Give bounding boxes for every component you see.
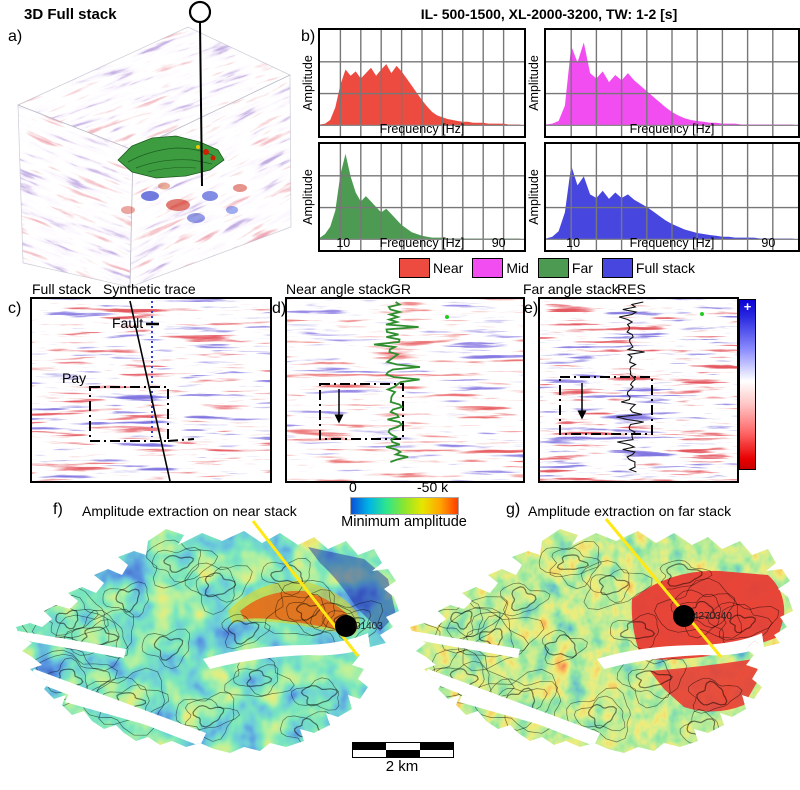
panel-c-section: Fault Pay (30, 297, 272, 483)
legend-item-near: Near (399, 258, 463, 278)
well-dot (335, 615, 357, 637)
pay-zone-box (89, 386, 169, 442)
panel-d-annotations (319, 301, 449, 463)
histogram-far-xlabel: Frequency [Hz] (379, 236, 465, 250)
scale-bar-label: 2 km (385, 758, 419, 775)
histogram-full-ylabel: Amplitude (527, 169, 541, 225)
chaotic-zone (121, 182, 247, 223)
panel-d-letter: d) (272, 300, 287, 317)
scale-bar (352, 742, 454, 758)
histogram-far: Amplitude Frequency [Hz] 10 90 (301, 142, 526, 252)
legend-item-far: Far (537, 258, 593, 278)
panel-b-title: IL- 500-1500, XL-2000-3200, TW: 1-2 [s] (420, 6, 678, 22)
full-swatch (601, 258, 633, 278)
amplitude-colorbar (350, 497, 459, 515)
histogram-far-ylabel: Amplitude (301, 169, 315, 225)
panel-f-letter: f) (53, 501, 63, 518)
histogram-near-xlabel: Frequency [Hz] (379, 122, 465, 136)
legend-item-full: Full stack (601, 258, 696, 278)
green-marker-dot (445, 315, 449, 319)
map-gap (459, 695, 572, 733)
horizon-surface (117, 135, 225, 179)
panel-c-letter: c) (8, 300, 22, 317)
legend-label: Far (571, 260, 593, 276)
well-dot (673, 605, 695, 627)
panel-c-annotations: Fault Pay (62, 300, 195, 481)
tick-90: 90 (491, 236, 506, 250)
panel-e-annotations (559, 301, 704, 473)
map-gap (410, 631, 520, 658)
colorbar-max-label: -50 k (417, 479, 449, 495)
well-marker (188, 0, 212, 187)
far-swatch (537, 258, 569, 278)
panel-b-letter: b) (301, 28, 316, 45)
pay-label: Pay (62, 370, 86, 386)
res-log-label: RES (617, 281, 646, 297)
panel-e-letter: e) (524, 300, 539, 317)
green-marker-dot (700, 312, 704, 316)
map-gap (597, 633, 764, 669)
histogram-mid-ylabel: Amplitude (527, 55, 541, 111)
seismic-colorbar: + (739, 299, 756, 470)
legend-label: Full stack (635, 260, 696, 276)
panel-f-title: Amplitude extraction on near stack (82, 503, 297, 519)
amplitude-colorbar-title: Minimum amplitude (341, 514, 467, 530)
panel-e-title: Far angle stack (523, 281, 619, 297)
stack-legend: Near Mid Far Full stack (399, 258, 704, 278)
histogram-mid: Amplitude Frequency [Hz] (527, 28, 800, 138)
pay-zone-extension (167, 438, 195, 442)
cube-right-edge (129, 74, 292, 288)
pay-zone-box (559, 376, 653, 435)
panel-a-letter: a) (8, 28, 23, 45)
tick-10: 10 (566, 236, 581, 250)
histogram-full-xlabel: Frequency [Hz] (629, 236, 715, 250)
pay-zone-box (319, 383, 404, 440)
map-gap (203, 633, 370, 669)
mid-swatch (472, 258, 504, 278)
histogram-mid-xlabel: Frequency [Hz] (629, 122, 715, 136)
histogram-near-ylabel: Amplitude (301, 55, 315, 111)
histogram-far-plot (320, 144, 524, 250)
amplitude-map-far: 4270340 (410, 518, 793, 753)
histogram-full: Amplitude Frequency [Hz] 10 90 (527, 142, 800, 252)
colorbar-min-label: 0 (349, 479, 357, 495)
panel-g-title: Amplitude extraction on far stack (528, 503, 732, 519)
legend-label: Near (433, 260, 464, 276)
legend-label: Mid (506, 260, 529, 276)
panel-d-section (285, 297, 525, 483)
seismic-cube (17, 0, 292, 288)
well-label: 01403 (355, 621, 383, 632)
panel-e-section (538, 297, 739, 483)
gr-log-label: GR (390, 281, 411, 297)
colorbar-plus-label: + (743, 299, 752, 314)
histogram-full-plot (546, 144, 798, 250)
fault-line (129, 300, 171, 481)
map-gap (65, 695, 178, 733)
red-anomaly-zone-south (650, 659, 760, 712)
amplitude-map-near: 01403 (16, 520, 399, 753)
legend-item-mid: Mid (472, 258, 529, 278)
map-gap (16, 631, 126, 658)
histogram-mid-plot (546, 30, 798, 136)
well-label: 4270340 (693, 611, 732, 622)
tick-10: 10 (336, 236, 351, 250)
panel-g-letter: g) (506, 501, 521, 518)
fault-label: Fault (112, 315, 143, 331)
histogram-near-plot (320, 30, 524, 136)
panel-d-title: Near angle stack (286, 281, 392, 297)
section-line (604, 518, 723, 658)
panel-a-title: 3D Full stack (24, 6, 117, 23)
dark-blue-zone (308, 547, 396, 631)
near-swatch (399, 258, 430, 278)
panel-c-title: Full stack (32, 281, 92, 297)
tick-90: 90 (761, 236, 776, 250)
synthetic-trace-label: Synthetic trace (103, 281, 196, 297)
histogram-near: Amplitude Frequency [Hz] (301, 28, 526, 138)
